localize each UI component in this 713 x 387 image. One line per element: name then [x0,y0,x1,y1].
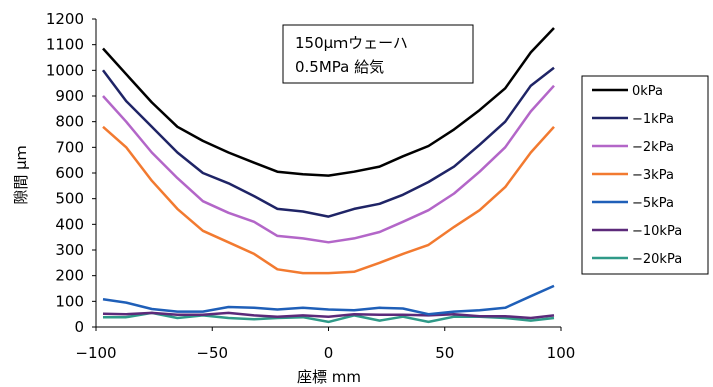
annotation-line-1: 150μｍウェーハ [295,34,408,52]
legend-label: −1kPa [632,112,674,127]
y-tick-label: 400 [55,215,84,233]
x-ticks: −100 −50 0 50 100 [75,327,575,362]
legend-label: 0kPa [632,84,663,99]
x-tick-label: −50 [196,344,228,362]
legend-items: 0kPa −1kPa −2kPa −3kPa −5kPa −10kPa −20kPa [592,84,682,267]
x-axis-title: 座標 mm [297,368,361,386]
legend-label: −20kPa [632,252,682,267]
series-line [102,125,555,275]
y-tick-label: 1000 [46,61,84,79]
series-line [102,311,555,320]
annotation-box: 150μｍウェーハ 0.5MPa 給気 [282,24,474,84]
y-tick-label: 1200 [46,10,84,28]
legend-label: −3kPa [632,168,674,183]
x-tick-label: −100 [75,344,116,362]
x-tick-label: 50 [435,344,454,362]
legend-label: −5kPa [632,196,674,211]
series-line [102,66,555,218]
x-tick-label: 100 [547,344,576,362]
series-layer [102,27,555,324]
series-line [102,284,555,316]
y-ticks: 0 100 200 300 400 500 600 700 800 900 1000 1100 1200 [46,10,96,336]
y-tick-label: 300 [55,241,84,259]
legend-frame [581,75,709,275]
series-line [102,27,555,177]
y-tick-label: 100 [55,292,84,310]
series-line [102,84,555,244]
x-tick-label: 0 [324,344,334,362]
y-tick-label: 800 [55,113,84,131]
legend: 0kPa −1kPa −2kPa −3kPa −5kPa −10kPa −20kPa [581,75,709,275]
y-axis-title: 隙間 μｍ [12,145,30,204]
y-tick-label: 900 [55,87,84,105]
y-tick-label: 0 [74,318,84,336]
y-tick-label: 500 [55,190,84,208]
y-tick-label: 1100 [46,36,84,54]
legend-label: −2kPa [632,140,674,155]
y-tick-label: 700 [55,138,84,156]
y-tick-label: 200 [55,267,84,285]
annotation-line-2: 0.5MPa 給気 [295,58,384,76]
y-tick-label: 600 [55,164,84,182]
legend-label: −10kPa [632,224,682,239]
